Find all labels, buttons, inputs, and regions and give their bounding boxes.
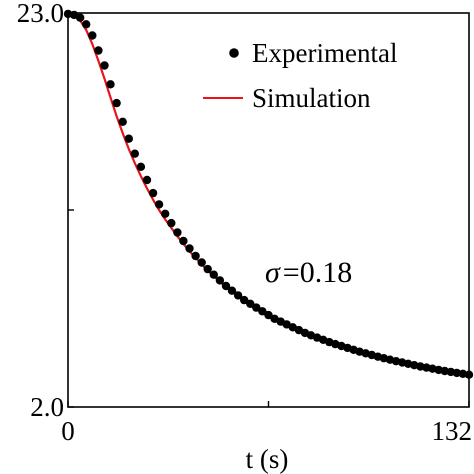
experimental-point bbox=[179, 236, 188, 246]
simulation-layer bbox=[67, 12, 470, 378]
experimental-point bbox=[88, 31, 97, 40]
experimental-point bbox=[258, 307, 267, 316]
legend-experimental-marker bbox=[229, 48, 239, 58]
experimental-point bbox=[246, 299, 255, 308]
x-axis-label: t (s) bbox=[246, 444, 289, 474]
experimental-point bbox=[252, 303, 261, 312]
simulation-line bbox=[67, 12, 470, 378]
plot-area-frame bbox=[67, 12, 470, 408]
experimental-point bbox=[148, 188, 158, 198]
legend-simulation-label: Simulation bbox=[252, 83, 371, 113]
x-tick-label: 0 bbox=[61, 416, 75, 446]
experimental-point bbox=[167, 218, 176, 228]
experimental-point bbox=[106, 80, 115, 89]
experimental-point bbox=[203, 264, 212, 274]
experimental-point bbox=[130, 149, 139, 158]
experimental-point bbox=[209, 270, 218, 279]
experimental-point bbox=[240, 295, 249, 305]
experimental-point bbox=[94, 46, 103, 55]
annotation: σ =0.18 bbox=[265, 256, 352, 289]
experimental-point bbox=[221, 281, 231, 291]
annotation-text: σ =0.18 bbox=[265, 256, 352, 289]
annotation-value: =0.18 bbox=[283, 256, 352, 289]
legend: Experimental Simulation bbox=[203, 38, 397, 113]
experimental-point bbox=[82, 20, 91, 29]
experimental-point bbox=[100, 61, 109, 70]
x-tick-label: 132 bbox=[432, 416, 473, 446]
y-tick-label: 23.0 bbox=[17, 0, 64, 28]
experimental-point bbox=[185, 244, 194, 253]
experimental-point bbox=[142, 175, 152, 185]
experimental-point bbox=[264, 310, 273, 320]
experimental-point bbox=[215, 276, 225, 285]
experimental-point bbox=[136, 162, 146, 171]
experimental-point bbox=[118, 117, 127, 127]
experimental-point bbox=[191, 251, 200, 261]
y-tick-label: 2.0 bbox=[30, 392, 64, 422]
experimental-point bbox=[227, 286, 237, 295]
legend-experimental-label: Experimental bbox=[252, 38, 397, 68]
experimental-point bbox=[173, 228, 182, 237]
experimental-point bbox=[124, 134, 133, 143]
experimental-point bbox=[154, 200, 164, 209]
experimental-point bbox=[76, 13, 85, 22]
annotation-sigma: σ bbox=[265, 256, 281, 289]
experimental-layer bbox=[63, 9, 474, 379]
experimental-point bbox=[161, 209, 170, 218]
experimental-point bbox=[233, 291, 243, 300]
experimental-point bbox=[112, 98, 121, 108]
experimental-point bbox=[197, 258, 206, 267]
ticks-layer: 0 132 2.0 23.0 bbox=[17, 0, 472, 446]
